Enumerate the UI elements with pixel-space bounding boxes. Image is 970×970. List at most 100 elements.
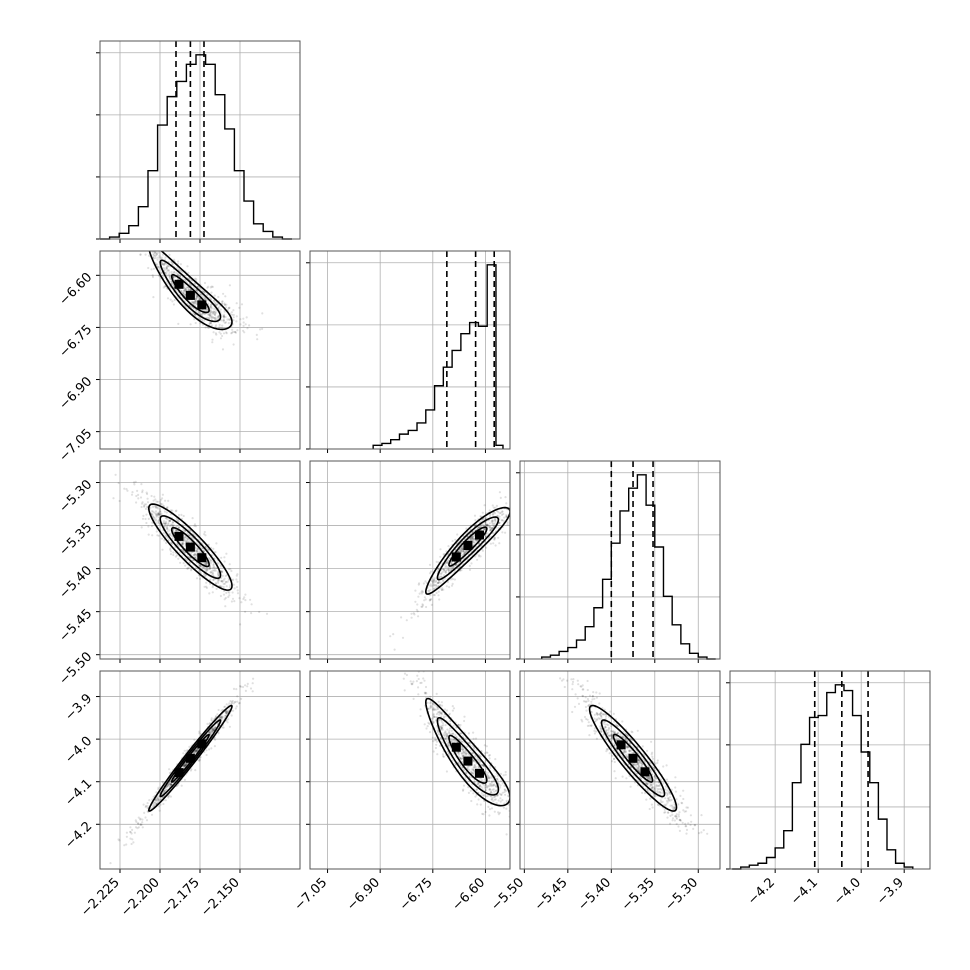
sample-point	[161, 262, 164, 265]
sample-point	[596, 713, 599, 716]
sample-point	[461, 550, 465, 553]
sample-point	[209, 562, 212, 565]
sample-point	[235, 586, 239, 589]
sample-point	[461, 789, 465, 792]
sample-point	[137, 822, 140, 825]
sample-point	[481, 764, 484, 767]
sample-point	[171, 509, 174, 512]
sample-point	[206, 548, 209, 551]
sample-point	[439, 703, 442, 706]
sample-point	[173, 271, 176, 274]
sample-point	[188, 561, 191, 564]
sample-point	[478, 777, 481, 780]
sample-point	[205, 586, 208, 590]
sample-point	[490, 795, 493, 798]
sample-point	[478, 521, 481, 524]
sample-point	[210, 303, 213, 306]
sample-point	[205, 561, 208, 565]
sample-point	[506, 521, 509, 524]
sample-point	[156, 506, 159, 509]
sample-point	[184, 764, 187, 768]
sample-point	[503, 802, 506, 805]
sample-point	[230, 702, 234, 705]
sample-point	[483, 528, 486, 531]
sample-point	[581, 720, 584, 723]
sample-point	[222, 332, 226, 335]
sample-point	[193, 554, 196, 557]
sample-point	[492, 788, 495, 791]
sample-point	[468, 564, 471, 568]
sample-point	[182, 292, 185, 296]
sample-point	[175, 272, 178, 275]
sample-point	[151, 521, 154, 524]
sample-point	[446, 732, 449, 736]
sample-point	[184, 293, 187, 296]
sample-point	[457, 723, 460, 726]
sample-point	[460, 752, 463, 755]
sample-point	[199, 565, 202, 568]
sample-point	[130, 832, 133, 835]
sample-point	[460, 547, 463, 550]
sample-point	[228, 586, 231, 589]
sample-point	[214, 726, 217, 729]
sample-point	[256, 338, 259, 341]
sample-point	[432, 702, 435, 706]
sample-point	[169, 795, 172, 798]
sample-point	[230, 311, 233, 314]
sample-point	[181, 543, 184, 546]
sample-point	[581, 694, 584, 697]
sample-point	[183, 537, 186, 540]
sample-point	[500, 513, 504, 517]
sample-point	[621, 775, 624, 778]
sample-point	[467, 791, 470, 795]
sample-point	[469, 537, 472, 540]
sample-point	[160, 262, 163, 266]
sample-point	[147, 517, 150, 521]
sample-point	[461, 547, 464, 551]
sample-point	[473, 524, 476, 527]
scatter-panel-1-2	[306, 460, 511, 663]
sample-point	[154, 498, 157, 501]
sample-point	[444, 571, 447, 574]
sample-point	[479, 803, 482, 806]
sample-point	[432, 593, 435, 597]
sample-point	[488, 509, 491, 512]
sample-point	[195, 749, 198, 752]
sample-point	[228, 591, 231, 594]
sample-point	[213, 317, 216, 320]
sample-point	[133, 831, 136, 834]
sample-point	[451, 578, 454, 581]
sample-point	[452, 732, 455, 735]
sample-point	[230, 714, 233, 717]
sample-point	[169, 782, 172, 785]
panel-frame	[309, 670, 511, 870]
sample-point	[261, 327, 264, 330]
sample-point	[465, 752, 468, 755]
sample-point	[428, 589, 431, 592]
sample-point	[186, 537, 189, 540]
sample-point	[429, 594, 432, 597]
sample-point	[157, 786, 160, 789]
sample-point	[146, 497, 149, 500]
sample-point	[208, 558, 211, 561]
contour-outer	[424, 697, 510, 807]
sample-point	[243, 596, 246, 599]
sample-point	[207, 326, 210, 330]
sample-point	[483, 504, 486, 507]
sample-point	[638, 761, 641, 764]
sample-point	[213, 299, 216, 302]
sample-point	[447, 731, 450, 734]
sample-point	[183, 536, 186, 539]
sample-point	[203, 549, 206, 552]
sample-point	[633, 763, 636, 766]
sample-point	[145, 819, 149, 822]
sample-point	[225, 331, 228, 334]
sample-point	[252, 677, 255, 680]
sample-point	[626, 746, 629, 749]
sample-point	[165, 266, 168, 269]
sample-point	[217, 315, 220, 318]
sample-point	[492, 800, 495, 803]
sample-point	[212, 312, 215, 315]
sample-point	[488, 784, 491, 787]
sample-point	[440, 704, 444, 707]
